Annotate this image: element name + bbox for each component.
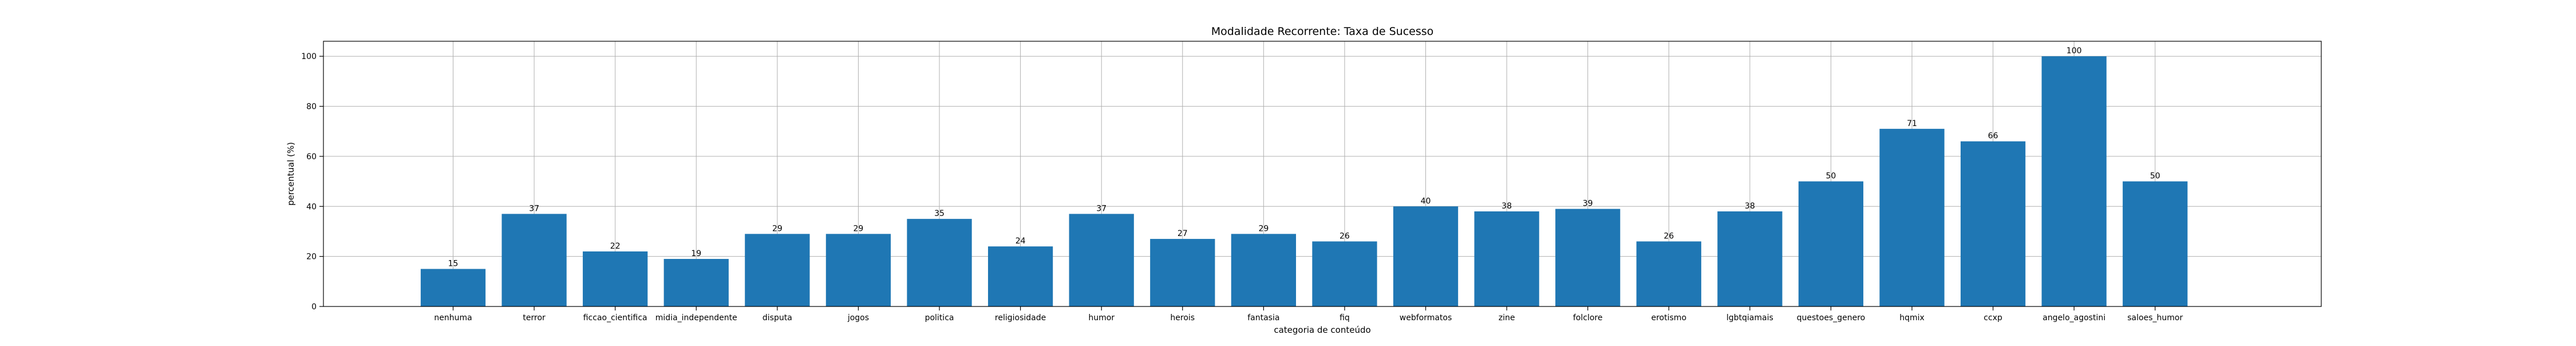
plot-area-frame [323, 41, 2322, 307]
bar-fiq [1312, 241, 1377, 306]
x-tick-label: ficcao_cientifica [583, 313, 647, 323]
x-axis: nenhuma terror ficcao_cientifica midia_inde… [434, 306, 2183, 323]
bar-politica [907, 219, 972, 306]
bar-value-label: 29 [1258, 224, 1269, 233]
bars [420, 56, 2188, 306]
x-tick-label: erotismo [1652, 313, 1687, 323]
x-tick-label: ccxp [1984, 313, 2002, 323]
bar-disputa [745, 234, 810, 306]
x-tick-label: politica [925, 313, 954, 323]
bar-value-label: 50 [1826, 172, 1836, 181]
y-tick-label: 20 [306, 253, 317, 262]
y-tick-label: 80 [306, 103, 317, 112]
bar-value-label: 39 [1583, 199, 1593, 209]
x-tick-label: lgbtqiamais [1726, 313, 1773, 323]
y-tick-label: 0 [311, 302, 317, 312]
bar-hqmix [1879, 128, 1945, 306]
bar-religiosidade [987, 246, 1053, 306]
bar-herois [1150, 239, 1215, 306]
bar-value-label: 40 [1421, 196, 1431, 206]
bar-value-label: 37 [529, 204, 539, 213]
x-tick-label: zine [1499, 313, 1515, 323]
bar-value-label: 19 [691, 249, 701, 258]
bar-value-label: 50 [2150, 172, 2160, 181]
bar-angelo_agostini [2041, 56, 2107, 306]
bar-folclore [1555, 209, 1621, 306]
y-tick-label: 40 [306, 202, 317, 211]
bar-ccxp [1960, 141, 2026, 306]
y-tick-label: 100 [301, 52, 317, 61]
bar-value-label: 35 [934, 209, 945, 218]
x-tick-label: angelo_agostini [2042, 313, 2105, 323]
x-tick-label: questoes_genero [1797, 313, 1866, 323]
x-tick-label: jogos [847, 313, 869, 323]
bar-humor [1069, 214, 1134, 306]
bar-value-label: 26 [1664, 231, 1674, 241]
bar-value-label: 26 [1340, 231, 1350, 241]
bar-value-label: 24 [1016, 237, 1026, 246]
x-axis-label: categoria de conteúdo [1274, 325, 1370, 335]
bar-value-label: 27 [1178, 229, 1188, 238]
y-axis-label: percentual (%) [286, 142, 296, 206]
x-tick-label: humor [1088, 313, 1115, 323]
y-axis: 0 20 40 60 80 100 [301, 52, 323, 312]
x-tick-label: fantasia [1247, 313, 1279, 323]
bar-zine [1474, 211, 1539, 306]
bar-value-label: 37 [1096, 204, 1107, 213]
data-labels: 15 37 22 19 29 29 35 24 37 27 29 26 40 38 39 26 38 50 71 66… [448, 46, 2160, 268]
x-tick-label: disputa [762, 313, 792, 323]
x-tick-label: terror [523, 313, 546, 323]
x-tick-label: herois [1170, 313, 1195, 323]
bar-webformatos [1393, 206, 1459, 306]
x-tick-label: fiq [1340, 313, 1350, 323]
y-tick-label: 60 [306, 152, 317, 162]
bar-value-label: 29 [854, 224, 864, 233]
x-tick-label: midia_independente [655, 313, 737, 323]
x-tick-label: saloes_humor [2127, 313, 2183, 323]
bar-midia_independente [663, 259, 729, 306]
x-tick-label: hqmix [1899, 313, 1925, 323]
bar-saloes_humor [2123, 181, 2188, 306]
chart-title: Modalidade Recorrente: Taxa de Sucesso [1211, 25, 1434, 38]
bar-questoes_genero [1798, 181, 1864, 306]
bar-value-label: 38 [1745, 202, 1755, 211]
x-tick-label: webformatos [1400, 313, 1452, 323]
bar-value-label: 100 [2067, 46, 2082, 56]
x-tick-label: nenhuma [434, 313, 472, 323]
x-tick-label: religiosidade [995, 313, 1046, 323]
bar-value-label: 71 [1907, 119, 1917, 128]
bar-terror [501, 214, 567, 306]
bar-nenhuma [420, 269, 486, 306]
x-tick-label: folclore [1573, 313, 1603, 323]
bar-value-label: 66 [1988, 132, 1998, 141]
bar-lgbtqiamais [1717, 211, 1783, 306]
bar-value-label: 15 [448, 259, 459, 268]
bar-fantasia [1231, 234, 1296, 306]
bar-value-label: 22 [610, 242, 621, 251]
bar-value-label: 29 [772, 224, 783, 233]
bar-ficcao_cientifica [583, 251, 648, 306]
bar-jogos [825, 234, 891, 306]
bar-erotismo [1636, 241, 1701, 306]
bar-value-label: 38 [1502, 202, 1512, 211]
